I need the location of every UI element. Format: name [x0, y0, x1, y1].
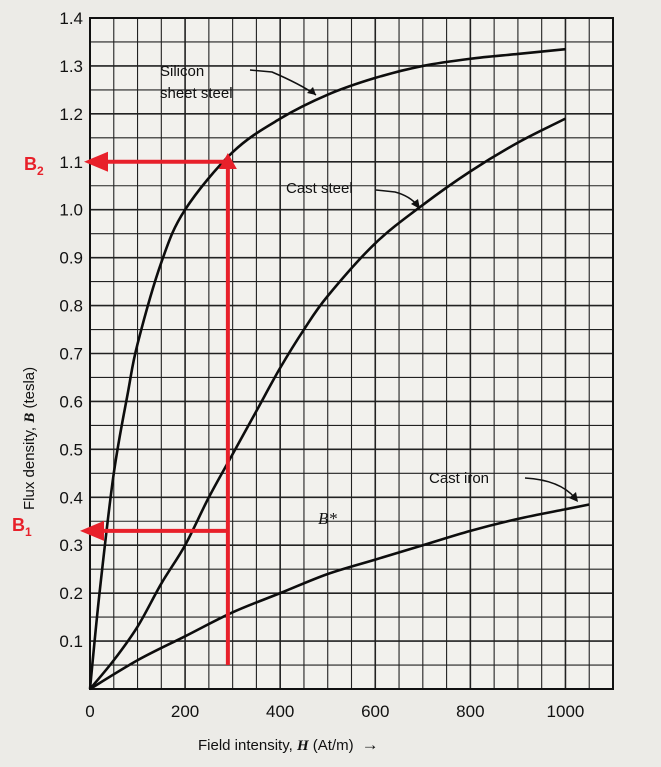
y-tick-label: 0.3: [59, 536, 83, 555]
annotations: B2 B1: [12, 151, 237, 666]
tick-labels: 0.1 0.2 0.3 0.4 0.5 0.6 0.7 0.8 0.9 1.0 1.1 1.2 1.3 1…: [59, 9, 584, 721]
x-tick-label: 1000: [547, 702, 585, 721]
leader-cast-steel-arrow: [411, 199, 420, 209]
y-axis-title: Flux density, B (tesla): [21, 367, 38, 510]
y-tick-label: 1.2: [59, 105, 83, 124]
leader-cast-iron: [524, 477, 576, 499]
y-tick-label: 0.9: [59, 249, 83, 268]
x-tick-label: 400: [266, 702, 294, 721]
annotation-b1-arrowhead: [80, 520, 104, 541]
curve-labels: Silicon sheet steel Cast steel Cast iron: [160, 63, 578, 502]
y-tick-label: 0.8: [59, 297, 83, 316]
y-tick-label: 0.4: [59, 488, 83, 507]
x-tick-label: 600: [361, 702, 389, 721]
y-tick-label: 0.6: [59, 392, 83, 411]
y-tick-label: 0.7: [59, 345, 83, 364]
series-line-1: [88, 117, 567, 690]
annotation-top-arrowhead: [218, 152, 237, 169]
plot-frame: [89, 17, 614, 690]
x-tick-label: 0: [85, 702, 94, 721]
y-tick-label: 0.1: [59, 632, 83, 651]
curves: [88, 47, 590, 691]
series-label-cast-steel: Cast steel: [286, 180, 353, 197]
x-tick-label: 800: [456, 702, 484, 721]
y-tick-label: 0.5: [59, 440, 83, 459]
series-line-0: [88, 47, 566, 690]
annotation-b2-arrowhead: [84, 151, 108, 172]
y-tick-label: 0.2: [59, 584, 83, 603]
annotation-b2-label: B2: [24, 154, 44, 178]
y-tick-label: 1.1: [59, 153, 83, 172]
y-tick-label: 1.4: [59, 9, 83, 28]
series-label-silicon-line1: Silicon: [160, 63, 204, 80]
x-tick-label: 200: [171, 702, 199, 721]
b-star-label: B*: [318, 509, 337, 528]
grid: [89, 17, 614, 690]
x-axis-title: Field intensity, H (At/m) →: [198, 735, 379, 754]
series-label-silicon-line2: sheet steel: [160, 85, 233, 102]
y-tick-label: 1.0: [59, 201, 83, 220]
leader-cast-iron-arrow: [569, 492, 578, 502]
series-label-cast-iron: Cast iron: [429, 470, 489, 487]
annotation-b1-label: B1: [12, 515, 32, 539]
series-line-2: [89, 503, 590, 691]
y-tick-label: 1.3: [59, 57, 83, 76]
leader-silicon-arrow: [307, 87, 316, 95]
